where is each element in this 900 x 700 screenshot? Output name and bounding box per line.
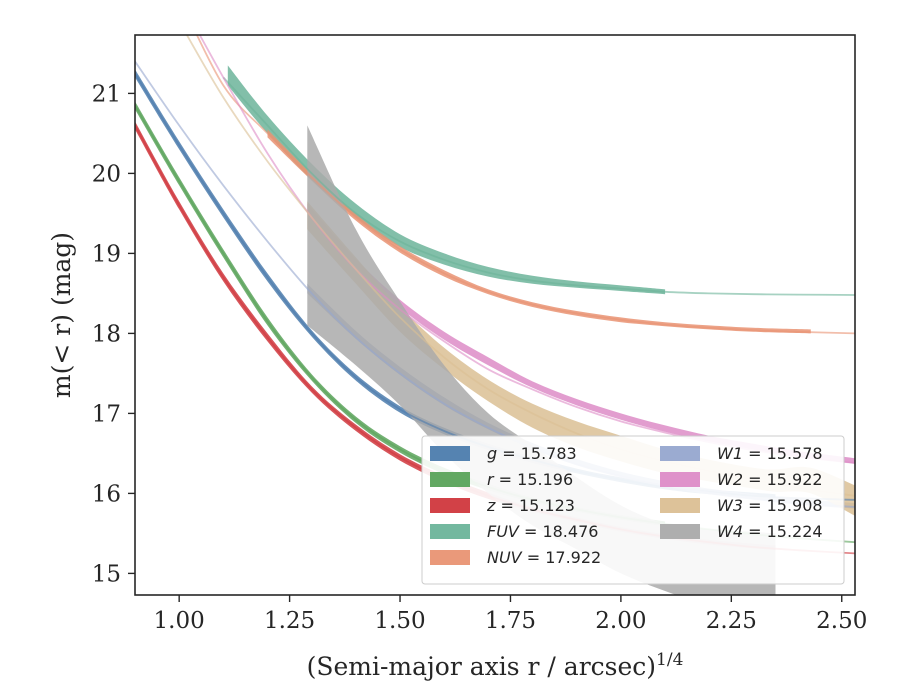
plot-frame (134, 34, 856, 596)
legend-band-name: z (486, 496, 496, 515)
x-tick-label: 1.75 (485, 608, 536, 634)
y-tick-label: 15 (92, 561, 121, 587)
legend-band-name: NUV (487, 548, 523, 567)
x-tick-label: 1.50 (374, 608, 425, 634)
curve-fuv (222, 76, 855, 296)
x-axis-label-exponent: 1/4 (656, 650, 683, 670)
band-nuv (267, 129, 811, 334)
x-tick-label: 2.00 (595, 608, 646, 634)
legend-band-name: g (487, 444, 497, 463)
legend-label-w3: W3 = 15.908 (717, 496, 823, 515)
y-tick-label: 18 (92, 321, 121, 347)
legend-swatch-w4 (660, 524, 700, 539)
x-tick-label: 2.50 (816, 608, 867, 634)
y-tick-label: 19 (92, 241, 121, 267)
legend-band-name: r (487, 470, 495, 489)
x-tick-label: 2.25 (706, 608, 757, 634)
legend-band-value: = 15.123 (495, 496, 575, 515)
legend-band-name: W4 (717, 522, 743, 541)
legend-swatch-w2 (660, 472, 700, 487)
legend-swatch-w3 (660, 498, 700, 513)
band-z (135, 121, 776, 551)
legend-label-w4: W4 = 15.224 (717, 522, 823, 541)
y-tick-label: 17 (92, 401, 121, 427)
legend-band-value: = 18.476 (519, 522, 599, 541)
x-tick-label: 1.25 (264, 608, 315, 634)
legend-swatch-w1 (660, 446, 700, 461)
legend-swatch-g (430, 446, 470, 461)
curve-nuv (195, 35, 855, 335)
legend-band-value: = 15.922 (743, 470, 823, 489)
legend-band-value: = 15.224 (743, 522, 823, 541)
legend-band-value: = 17.922 (522, 548, 602, 567)
legend-swatch-r (430, 472, 470, 487)
y-tick-label: 16 (92, 481, 121, 507)
legend-label-w1: W1 = 15.578 (717, 444, 823, 463)
legend-band-value: = 15.196 (494, 470, 574, 489)
legend-label-w2: W2 = 15.922 (717, 470, 823, 489)
y-tick-label: 20 (92, 161, 121, 187)
x-tick-label: 1.00 (154, 608, 205, 634)
legend-label-fuv: FUV = 18.476 (487, 522, 598, 541)
legend-label-z: z = 15.123 (486, 496, 575, 515)
legend-label-g: g = 15.783 (487, 444, 577, 463)
legend-band-name: W3 (717, 496, 743, 515)
legend-frame (421, 435, 845, 585)
y-tick-label: 21 (92, 81, 121, 107)
y-axis-ticks: 15 16 17 18 19 20 21 (92, 81, 135, 587)
legend-band-value: = 15.783 (497, 444, 577, 463)
legend-band-name: FUV (487, 522, 520, 541)
legend-band-name: W1 (717, 444, 743, 463)
legend-band-name: W2 (717, 470, 743, 489)
legend-swatch-nuv (430, 550, 470, 565)
legend-swatch-fuv (430, 524, 470, 539)
legend-swatch-z (430, 498, 470, 513)
legend-band-value: = 15.908 (743, 496, 823, 515)
legend-label-nuv: NUV = 17.922 (487, 548, 601, 567)
y-axis-label: m(< r) (mag) (47, 232, 76, 398)
x-axis-ticks: 1.00 1.25 1.50 1.75 2.00 2.25 2.50 (154, 595, 867, 634)
legend-band-value: = 15.578 (743, 444, 823, 463)
x-axis-label: (Semi-major axis r / arcsec)1/4 (307, 650, 684, 681)
legend-label-r: r = 15.196 (487, 470, 573, 489)
